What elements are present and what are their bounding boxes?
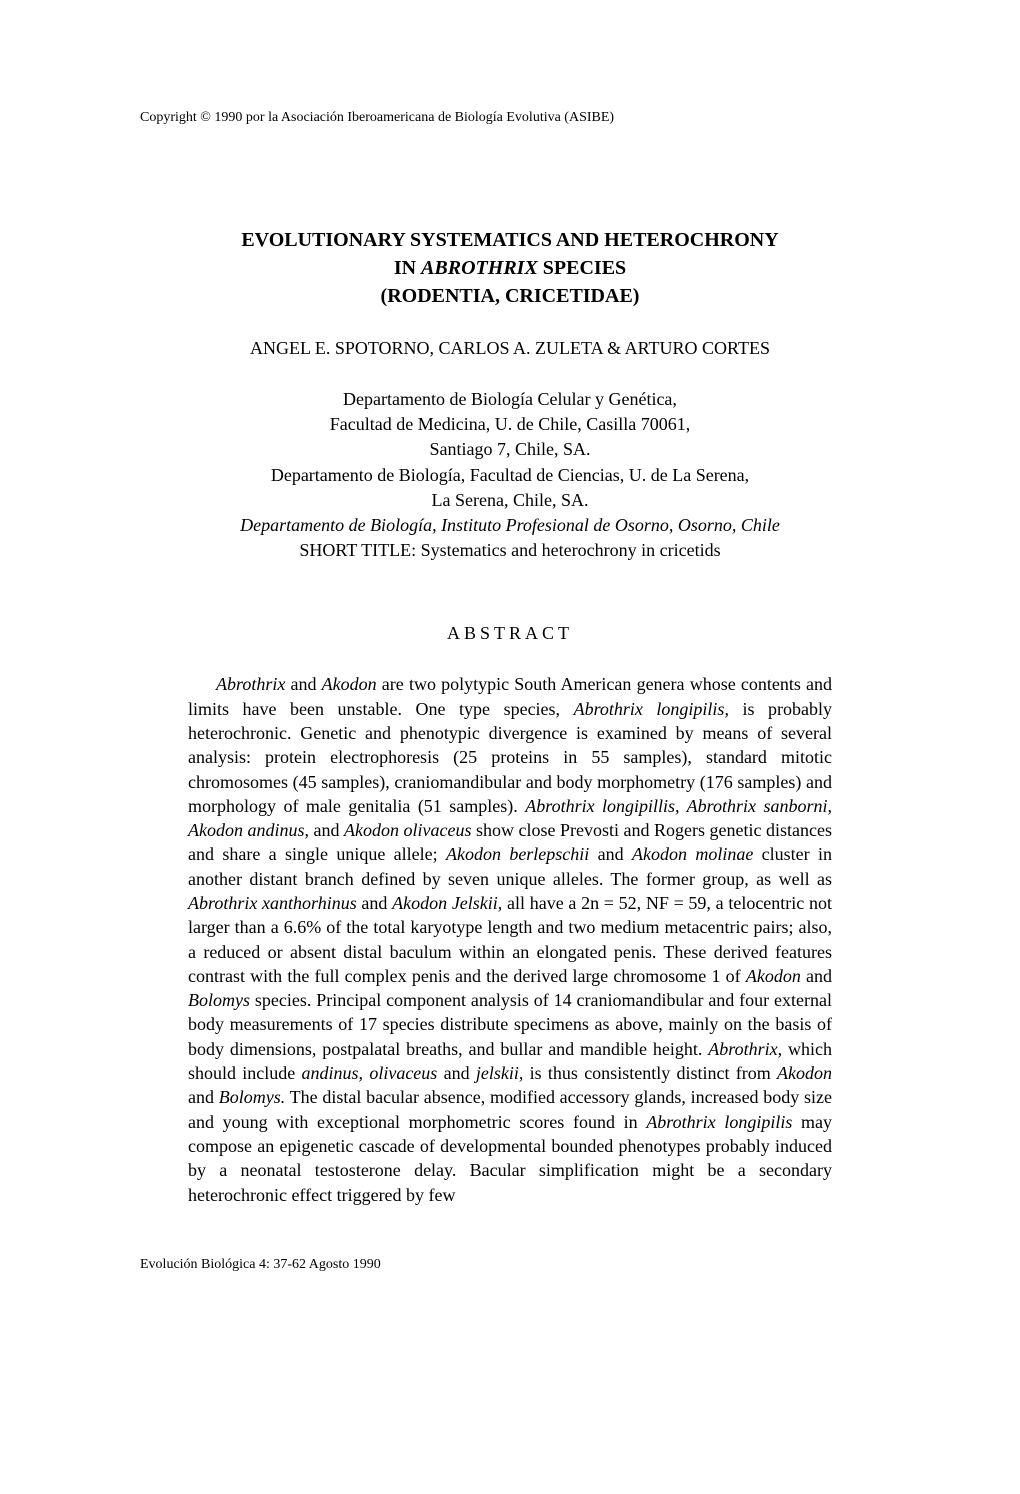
abstract-seg: Bolomys — [188, 990, 250, 1010]
abstract-seg: Abrothrix longipilis, — [574, 699, 729, 719]
abstract-seg: Akodon — [746, 966, 801, 986]
abstract-seg: Akodon molinae — [632, 844, 753, 864]
affiliation-line-3: Santiago 7, Chile, SA. — [430, 439, 591, 459]
abstract-seg: Akodon Jelskii, — [392, 893, 502, 913]
affiliation-line-2: Facultad de Medicina, U. de Chile, Casil… — [330, 414, 690, 434]
title-line-3: (RODENTIA, CRICETIDAE) — [381, 285, 640, 307]
copyright-line: Copyright © 1990 por la Asociación Ibero… — [140, 110, 880, 126]
abstract-seg: Akodon — [777, 1063, 832, 1083]
abstract-seg: and — [437, 1063, 476, 1083]
abstract-seg: and — [285, 674, 321, 694]
title-line-2-pre: IN — [394, 257, 421, 279]
affiliation-line-1: Departamento de Biología Celular y Genét… — [343, 389, 677, 409]
abstract-seg: Akodon olivaceus — [344, 820, 471, 840]
abstract-body: Abrothrix and Akodon are two polytypic S… — [140, 672, 880, 1207]
abstract-seg: Akodon berlepschii — [446, 844, 589, 864]
abstract-seg: Bolomys. — [219, 1087, 286, 1107]
authors-line: ANGEL E. SPOTORNO, CARLOS A. ZULETA & AR… — [140, 338, 880, 359]
abstract-seg: and — [309, 820, 344, 840]
abstract-heading: ABSTRACT — [140, 623, 880, 644]
abstract-seg: and — [188, 1087, 219, 1107]
affiliation-line-4: Departamento de Biología, Facultad de Ci… — [271, 465, 749, 485]
abstract-seg: Abrothrix, — [708, 1039, 782, 1059]
title-line-2-italic: ABROTHRIX — [421, 257, 538, 279]
abstract-seg: Abrothrix xanthorhinus — [188, 893, 357, 913]
affiliation-line-7: SHORT TITLE: Systematics and heterochron… — [299, 540, 720, 560]
abstract-seg: Abrothrix — [216, 674, 285, 694]
affiliations-block: Departamento de Biología Celular y Genét… — [140, 387, 880, 563]
affiliation-line-5: La Serena, Chile, SA. — [432, 490, 589, 510]
abstract-seg: Akodon — [322, 674, 377, 694]
affiliation-line-6: Departamento de Biología, Instituto Prof… — [240, 515, 780, 535]
footer-citation: Evolución Biológica 4: 37-62 Agosto 1990 — [140, 1257, 880, 1273]
abstract-seg: and — [589, 844, 632, 864]
abstract-seg: andinus, olivaceus — [302, 1063, 438, 1083]
abstract-seg: Abrothrix longipilis — [646, 1112, 792, 1132]
title-line-2-post: SPECIES — [538, 257, 626, 279]
paper-title: EVOLUTIONARY SYSTEMATICS AND HETEROCHRON… — [140, 226, 880, 310]
abstract-seg: is thus consistently distinct from — [523, 1063, 777, 1083]
title-line-1: EVOLUTIONARY SYSTEMATICS AND HETEROCHRON… — [241, 229, 778, 251]
abstract-seg: and — [357, 893, 392, 913]
abstract-seg: jelskii, — [476, 1063, 524, 1083]
abstract-seg: and — [801, 966, 832, 986]
